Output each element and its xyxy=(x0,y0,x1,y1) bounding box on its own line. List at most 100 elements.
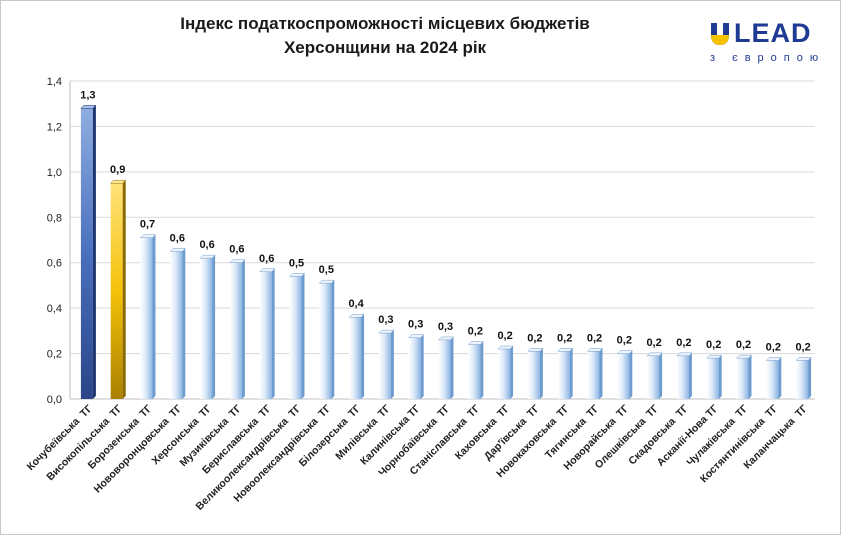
bar-side xyxy=(599,348,603,399)
bar-side xyxy=(629,350,633,399)
bar-top xyxy=(557,348,574,352)
bar-side xyxy=(748,355,752,399)
bar-side xyxy=(659,352,663,399)
bar-side xyxy=(331,280,335,399)
bar-top xyxy=(765,357,782,361)
bar-top xyxy=(646,352,663,357)
bar-front xyxy=(766,360,779,399)
bar-side xyxy=(212,255,216,399)
bar-top xyxy=(497,345,514,350)
bar-top xyxy=(199,254,216,259)
y-tick-label: 1,0 xyxy=(47,167,62,179)
bar xyxy=(646,352,663,399)
bar-front xyxy=(289,276,302,399)
data-label: 0,2 xyxy=(527,332,542,344)
bar-side xyxy=(569,348,573,399)
bar-side xyxy=(271,268,275,399)
bar-top xyxy=(795,357,812,361)
bar-front xyxy=(438,339,451,399)
bar-front xyxy=(617,353,630,399)
data-label: 0,6 xyxy=(170,232,185,244)
logo-subtitle: з європою xyxy=(710,52,826,64)
y-tick-label: 0,8 xyxy=(47,212,62,224)
chart-title: Індекс податкоспроможності місцевих бюдж… xyxy=(140,12,630,60)
bar xyxy=(586,348,604,399)
data-label: 0,2 xyxy=(468,325,483,337)
bar xyxy=(408,334,425,399)
bar-side xyxy=(122,180,126,399)
title-line-1: Індекс податкоспроможності місцевих бюдж… xyxy=(180,14,590,33)
bar xyxy=(735,354,753,399)
bar xyxy=(676,352,693,399)
bar-top xyxy=(467,341,484,345)
bar-front xyxy=(140,237,153,399)
data-label: 0,3 xyxy=(408,319,423,331)
bar xyxy=(527,348,544,399)
bar-top xyxy=(676,352,693,357)
y-tick-label: 1,4 xyxy=(47,76,62,88)
bar-front xyxy=(259,271,272,399)
bar xyxy=(765,357,782,399)
data-label: 0,4 xyxy=(348,298,364,310)
title-line-2: Херсонщини на 2024 рік xyxy=(283,38,487,57)
data-label: 0,2 xyxy=(557,332,572,344)
data-label: 0,5 xyxy=(319,264,334,276)
bar-top xyxy=(706,354,723,359)
u-shield-icon xyxy=(711,23,729,45)
bar-top xyxy=(80,105,97,109)
bar xyxy=(497,345,514,399)
ulead-logo: LEAD з європою xyxy=(708,18,830,68)
y-tick-label: 0,4 xyxy=(47,303,62,315)
data-label: 0,2 xyxy=(617,335,632,347)
bar-top xyxy=(259,268,276,273)
bar-side xyxy=(778,357,782,399)
bar-top xyxy=(139,234,157,238)
data-label: 0,2 xyxy=(766,341,781,353)
bar-side xyxy=(361,314,365,399)
bar-top xyxy=(437,336,455,341)
bar-top xyxy=(527,348,544,352)
bar-front xyxy=(557,351,570,399)
bar-top xyxy=(169,248,186,252)
bar-top xyxy=(735,354,753,359)
bar xyxy=(348,313,365,399)
bar-front xyxy=(796,360,809,399)
bar-side xyxy=(718,355,722,399)
data-label: 0,2 xyxy=(587,332,602,344)
data-label: 0,6 xyxy=(229,244,244,256)
bar-top xyxy=(110,179,127,184)
bar-side xyxy=(480,341,484,399)
bar-side xyxy=(539,348,543,399)
bar-side xyxy=(182,248,186,399)
data-label: 0,2 xyxy=(736,339,751,351)
bar-top xyxy=(616,350,633,354)
bar-front xyxy=(170,251,183,399)
data-label: 0,2 xyxy=(497,330,512,342)
bar-side xyxy=(390,330,394,399)
data-label: 0,6 xyxy=(199,239,214,251)
bar xyxy=(80,105,97,399)
logo-text: LEAD xyxy=(734,18,812,48)
bar-front xyxy=(408,337,421,399)
bar xyxy=(318,279,335,399)
bars xyxy=(80,105,812,399)
bar xyxy=(110,179,127,399)
bar xyxy=(169,248,186,399)
bar xyxy=(288,273,306,399)
bar-side xyxy=(420,334,424,399)
bar-front xyxy=(319,283,332,399)
bar-front xyxy=(349,317,362,399)
data-label: 0,2 xyxy=(646,337,661,349)
y-tick-label: 0,0 xyxy=(47,394,62,406)
y-axis: 0,0 0,2 0,4 0,6 0,8 1,0 1,2 1,4 xyxy=(47,76,815,406)
bar-top xyxy=(378,329,395,334)
bar xyxy=(259,268,276,399)
bar-top xyxy=(318,279,335,284)
bar xyxy=(378,329,395,399)
y-tick-label: 0,2 xyxy=(47,349,62,361)
bar-side xyxy=(92,105,96,399)
data-label: 0,3 xyxy=(438,321,453,333)
data-label: 0,9 xyxy=(110,164,125,176)
